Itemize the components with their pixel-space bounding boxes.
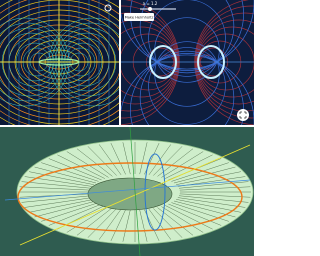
ring-core [38,58,80,66]
helmholtz-button-label: Make Helmholtz [125,15,154,19]
page: {"slider_label": "a = 1.2", "button": "M… [0,0,254,256]
axis-line [129,127,141,256]
mesh-line [165,205,213,230]
mesh-line [76,207,113,236]
mesh-line [34,200,97,218]
left-plot [0,0,119,125]
slider-label: a = 1.2 [143,1,158,6]
mesh-line [76,148,113,177]
helmholtz-button[interactable] [124,13,154,21]
mesh-line [139,209,148,242]
mesh-line [34,166,97,184]
fullscreen-button[interactable] [237,109,249,121]
mesh-line [171,162,229,182]
reset-icon[interactable] [104,4,112,12]
torus-view [4,127,254,256]
mesh-line [66,151,109,178]
mesh-line [110,209,126,241]
mesh-line [153,146,183,176]
mesh-line [41,202,99,222]
mesh-line [179,193,251,198]
mesh-line [139,142,148,175]
flux-circle [139,0,235,74]
mesh-line [110,143,126,175]
fullscreen-icon [239,111,247,119]
mesh-line [21,195,92,203]
torus-section [149,45,177,79]
axis-line [4,179,251,201]
mesh-line [48,158,102,181]
mesh-line [161,206,204,233]
mesh-line [178,195,249,203]
screenshot: a = 1.2 Make Helmholtz [0,0,254,256]
blue-loop [144,153,166,231]
mesh-line [177,197,246,208]
flux-circle [121,54,254,125]
torus-section [197,45,225,79]
flux-circle [148,47,226,125]
mesh-line [28,171,94,185]
flux-circle [139,50,235,125]
mesh-line [66,206,109,233]
orange-loop [17,162,243,232]
mesh-line [41,162,99,182]
mesh-line [176,199,242,213]
mesh-line [173,166,236,184]
mesh-line [98,209,122,240]
flux-circle [148,0,226,77]
flux-circle [121,0,254,70]
mesh-line [87,208,117,238]
mesh-line [161,151,204,178]
mesh-line [122,209,131,242]
mesh-line [176,171,242,185]
mesh-line [19,193,91,198]
mesh-line [122,142,131,175]
mesh-line [48,203,102,226]
mesh-line [153,208,183,238]
mesh-line [28,199,94,213]
torus-hole [87,177,173,211]
mesh-line [87,146,117,176]
mesh-line [19,186,91,191]
mesh-line [24,197,93,208]
mesh-line [98,144,122,175]
slider-thumb[interactable] [148,7,152,11]
mesh-line [21,181,92,189]
mesh-line [168,203,222,226]
mesh-line [165,154,213,179]
mesh-line [178,181,249,189]
